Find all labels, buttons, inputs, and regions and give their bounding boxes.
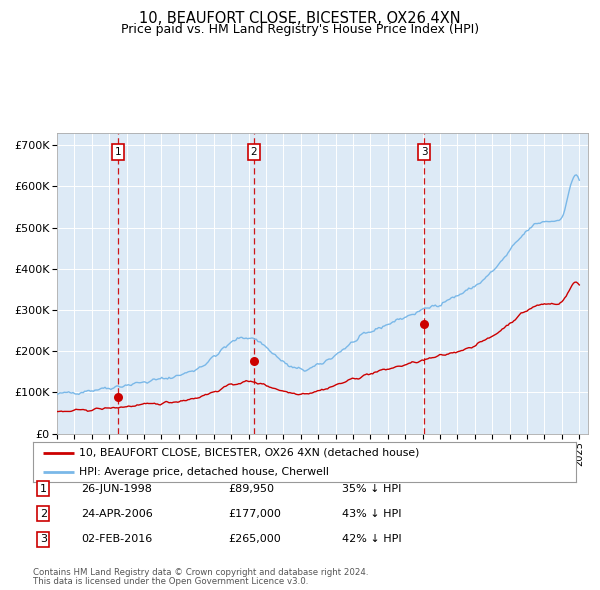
Text: £89,950: £89,950 (228, 484, 274, 493)
Text: 35% ↓ HPI: 35% ↓ HPI (342, 484, 401, 493)
Text: HPI: Average price, detached house, Cherwell: HPI: Average price, detached house, Cher… (79, 467, 329, 477)
Text: 43% ↓ HPI: 43% ↓ HPI (342, 509, 401, 519)
Text: This data is licensed under the Open Government Licence v3.0.: This data is licensed under the Open Gov… (33, 576, 308, 586)
Text: Price paid vs. HM Land Registry's House Price Index (HPI): Price paid vs. HM Land Registry's House … (121, 23, 479, 36)
Text: 10, BEAUFORT CLOSE, BICESTER, OX26 4XN: 10, BEAUFORT CLOSE, BICESTER, OX26 4XN (139, 11, 461, 27)
Text: 1: 1 (115, 148, 121, 158)
Text: 42% ↓ HPI: 42% ↓ HPI (342, 535, 401, 544)
Text: £177,000: £177,000 (228, 509, 281, 519)
Text: 3: 3 (40, 535, 47, 544)
Text: 2: 2 (40, 509, 47, 519)
Text: £265,000: £265,000 (228, 535, 281, 544)
Text: 02-FEB-2016: 02-FEB-2016 (81, 535, 152, 544)
Text: Contains HM Land Registry data © Crown copyright and database right 2024.: Contains HM Land Registry data © Crown c… (33, 568, 368, 577)
Text: 24-APR-2006: 24-APR-2006 (81, 509, 153, 519)
Text: 2: 2 (251, 148, 257, 158)
Text: 10, BEAUFORT CLOSE, BICESTER, OX26 4XN (detached house): 10, BEAUFORT CLOSE, BICESTER, OX26 4XN (… (79, 448, 419, 458)
Text: 26-JUN-1998: 26-JUN-1998 (81, 484, 152, 493)
Text: 3: 3 (421, 148, 427, 158)
Text: 1: 1 (40, 484, 47, 493)
